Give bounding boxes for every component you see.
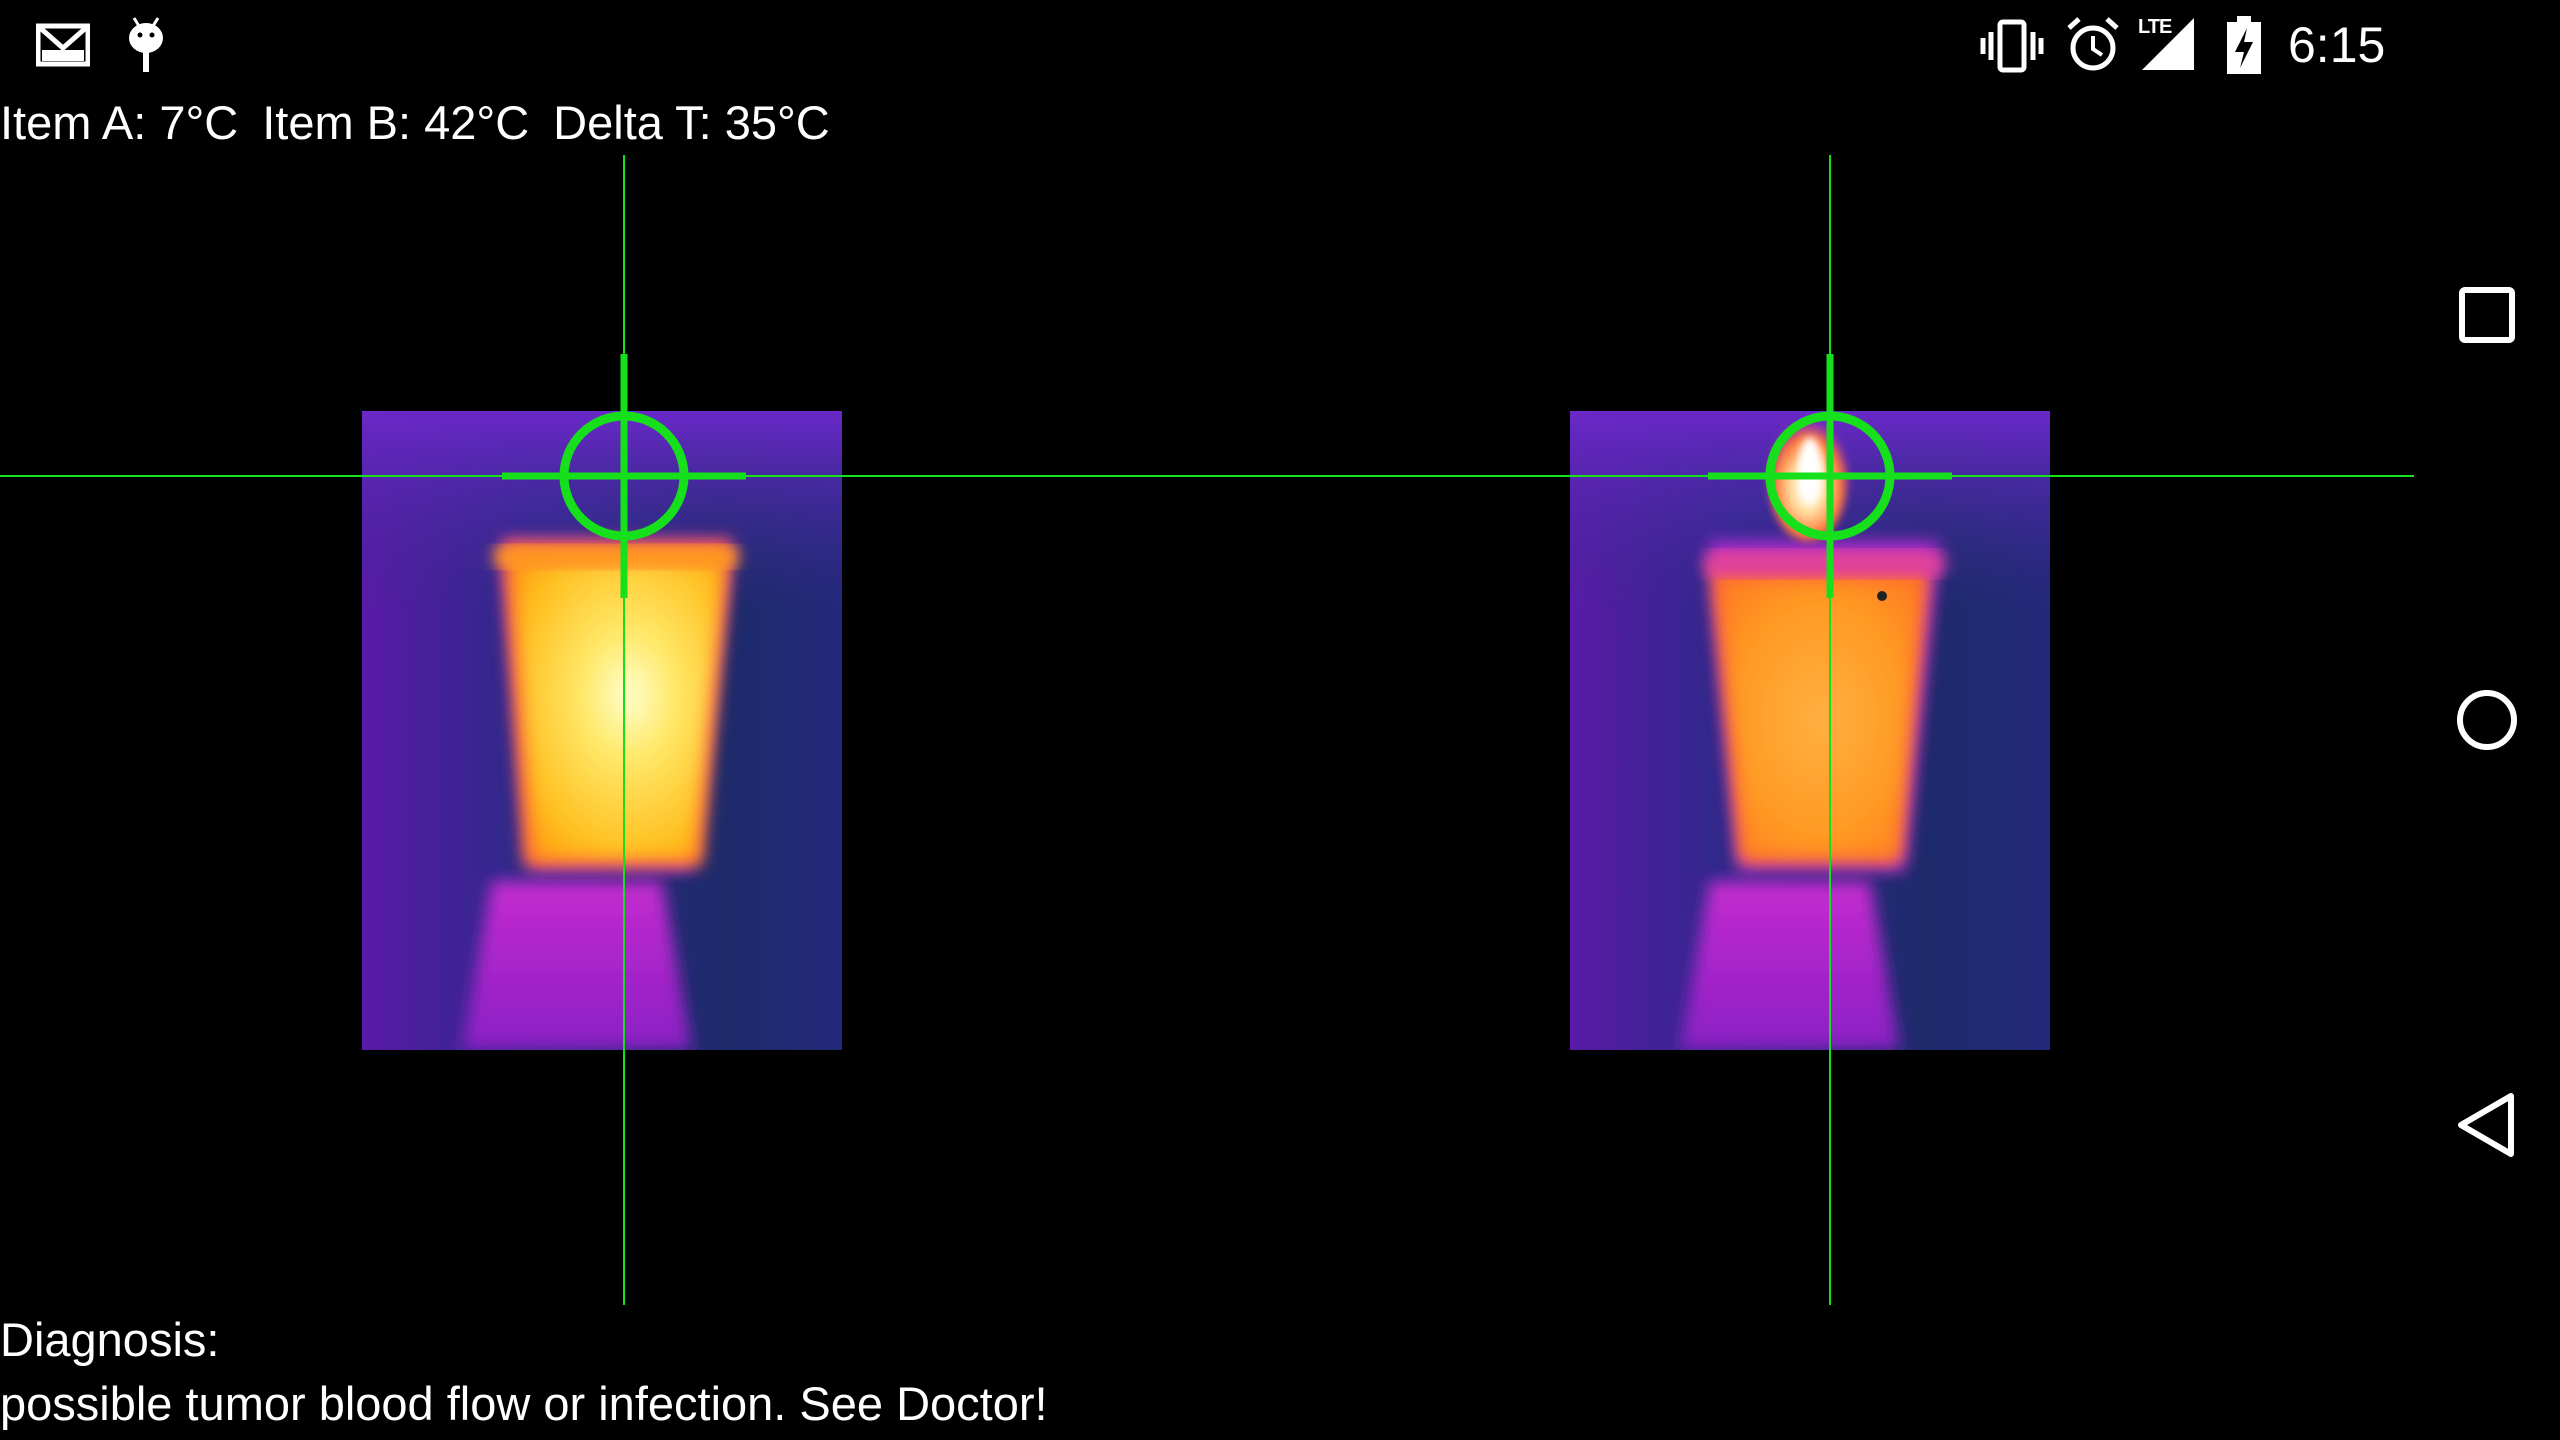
- thermal-image-a[interactable]: [362, 411, 842, 1050]
- item-b-temperature: Item B: 42°C: [262, 96, 530, 149]
- status-clock: 6:15: [2288, 17, 2386, 73]
- delta-temperature: Delta T: 35°C: [553, 96, 830, 149]
- alarm-icon: [2067, 17, 2119, 71]
- back-icon: [2458, 1093, 2514, 1157]
- thermal-image-b[interactable]: [1570, 411, 2050, 1050]
- recents-button[interactable]: [2442, 270, 2532, 360]
- home-icon: [2457, 690, 2517, 750]
- back-button[interactable]: [2442, 1080, 2532, 1170]
- android-debug-icon: [129, 17, 163, 72]
- network-type-label: LTE: [2138, 16, 2172, 38]
- home-button[interactable]: [2442, 675, 2532, 765]
- vibrate-icon: [1980, 19, 2044, 73]
- gmail-icon: [36, 23, 90, 67]
- diagnosis-panel: Diagnosis: possible tumor blood flow or …: [0, 1308, 1048, 1436]
- diagnosis-message: possible tumor blood flow or infection. …: [0, 1377, 1048, 1430]
- temperature-readout: Item A: 7°C Item B: 42°C Delta T: 35°C: [0, 92, 854, 154]
- item-a-temperature: Item A: 7°C: [0, 96, 239, 149]
- diagnosis-heading: Diagnosis:: [0, 1313, 220, 1366]
- battery-charging-icon: [2227, 16, 2261, 74]
- navigation-bar: [2414, 0, 2560, 1440]
- lte-signal-icon: [2142, 18, 2194, 70]
- recents-icon: [2459, 287, 2515, 343]
- status-bar: LTE 6:15: [0, 0, 2414, 92]
